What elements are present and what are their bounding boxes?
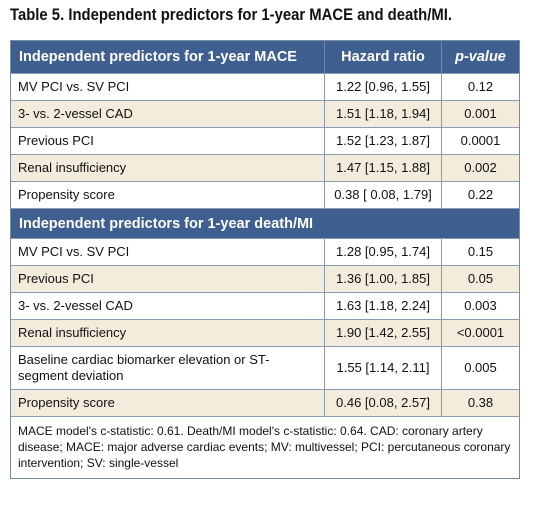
hazard-ratio-cell: 0.46 [0.08, 2.57] (324, 390, 441, 416)
p-value-cell: 0.005 (441, 347, 519, 389)
p-value-cell: <0.0001 (441, 320, 519, 346)
predictor-cell: Baseline cardiac biomarker elevation or … (18, 352, 270, 383)
hazard-ratio-cell: 1.90 [1.42, 2.55] (324, 320, 441, 346)
table-header-row: Independent predictors for 1-year MACE H… (11, 41, 519, 73)
section-title: Independent predictors for 1-year death/… (19, 215, 314, 232)
hazard-ratio-cell: 1.28 [0.95, 1.74] (324, 239, 441, 265)
table-title: Table 5. Independent predictors for 1-ye… (10, 6, 452, 24)
predictor-cell: Propensity score (18, 395, 115, 410)
hazard-ratio-cell: 1.47 [1.15, 1.88] (324, 155, 441, 181)
section-header-death-mi: Independent predictors for 1-year death/… (11, 208, 519, 238)
hazard-ratio-cell: 1.36 [1.00, 1.85] (324, 266, 441, 292)
table-row: 3- vs. 2-vessel CAD 1.63 [1.18, 2.24] 0.… (11, 292, 519, 319)
p-value-cell: 0.05 (441, 266, 519, 292)
p-value-cell: 0.15 (441, 239, 519, 265)
table-row: Baseline cardiac biomarker elevation or … (11, 346, 519, 389)
p-value-cell: 0.002 (441, 155, 519, 181)
predictor-cell: 3- vs. 2-vessel CAD (18, 298, 133, 313)
predictor-cell: MV PCI vs. SV PCI (18, 79, 130, 94)
p-value-cell: 0.0001 (441, 128, 519, 154)
p-value-cell: 0.22 (441, 182, 519, 208)
hazard-ratio-cell: 0.38 [ 0.08, 1.79] (324, 182, 441, 208)
predictor-cell: Renal insufficiency (18, 160, 127, 175)
table-row: Previous PCI 1.36 [1.00, 1.85] 0.05 (11, 265, 519, 292)
p-value-cell: 0.38 (441, 390, 519, 416)
table-row: MV PCI vs. SV PCI 1.22 [0.96, 1.55] 0.12 (11, 73, 519, 100)
hazard-ratio-cell: 1.51 [1.18, 1.94] (324, 101, 441, 127)
table-row: Propensity score 0.38 [ 0.08, 1.79] 0.22 (11, 181, 519, 208)
predictor-cell: Propensity score (18, 187, 115, 202)
p-value-cell: 0.12 (441, 74, 519, 100)
predictor-cell: Renal insufficiency (18, 325, 127, 340)
header-hazard-ratio: Hazard ratio (324, 41, 441, 73)
header-predictors-mace: Independent predictors for 1-year MACE (19, 49, 297, 65)
predictors-table: Independent predictors for 1-year MACE H… (10, 40, 520, 479)
table-footnote: MACE model's c-statistic: 0.61. Death/MI… (11, 416, 519, 478)
hazard-ratio-cell: 1.52 [1.23, 1.87] (324, 128, 441, 154)
hazard-ratio-cell: 1.55 [1.14, 2.11] (324, 347, 441, 389)
table-row: Renal insufficiency 1.47 [1.15, 1.88] 0.… (11, 154, 519, 181)
hazard-ratio-cell: 1.63 [1.18, 2.24] (324, 293, 441, 319)
table-row: MV PCI vs. SV PCI 1.28 [0.95, 1.74] 0.15 (11, 238, 519, 265)
table-row: Previous PCI 1.52 [1.23, 1.87] 0.0001 (11, 127, 519, 154)
table-row: 3- vs. 2-vessel CAD 1.51 [1.18, 1.94] 0.… (11, 100, 519, 127)
table-row: Renal insufficiency 1.90 [1.42, 2.55] <0… (11, 319, 519, 346)
predictor-cell: 3- vs. 2-vessel CAD (18, 106, 133, 121)
header-p-value: p-value (441, 41, 519, 73)
predictor-cell: Previous PCI (18, 271, 94, 286)
p-value-cell: 0.001 (441, 101, 519, 127)
table-row: Propensity score 0.46 [0.08, 2.57] 0.38 (11, 389, 519, 416)
hazard-ratio-cell: 1.22 [0.96, 1.55] (324, 74, 441, 100)
p-value-cell: 0.003 (441, 293, 519, 319)
predictor-cell: MV PCI vs. SV PCI (18, 244, 130, 259)
predictor-cell: Previous PCI (18, 133, 94, 148)
